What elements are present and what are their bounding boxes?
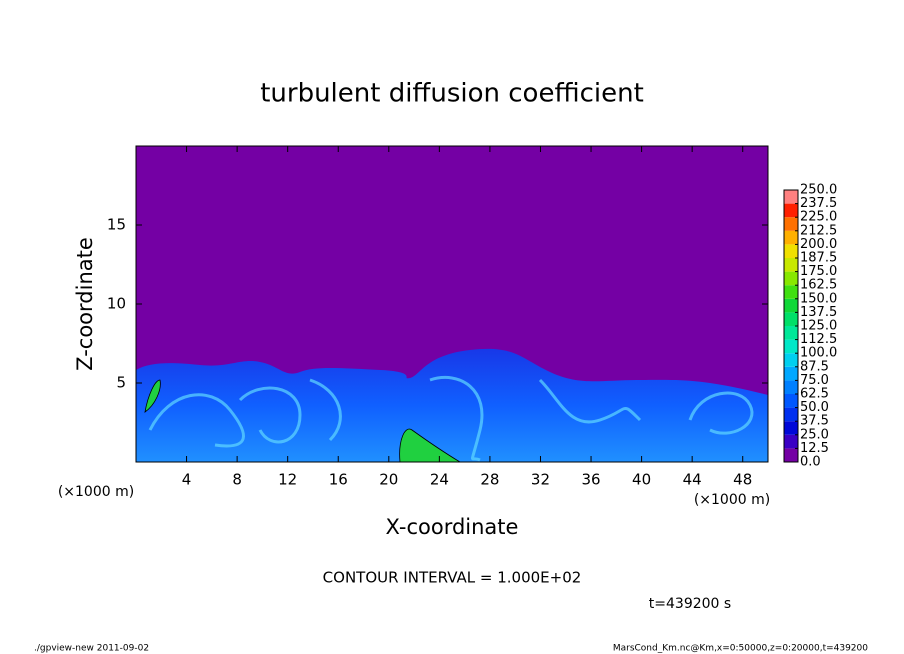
x-tick-label: 24 bbox=[430, 471, 449, 489]
x-tick-label: 12 bbox=[278, 471, 297, 489]
colorbar-band bbox=[784, 271, 798, 286]
y-unit: (×1000 m) bbox=[58, 484, 134, 500]
footer-left: ./gpview-new 2011-09-02 bbox=[34, 644, 149, 654]
colorbar-label: 50.0 bbox=[800, 400, 829, 415]
x-tick-label: 20 bbox=[379, 471, 398, 489]
x-tick-label: 4 bbox=[182, 471, 192, 489]
colorbar-label: 137.5 bbox=[800, 305, 837, 320]
high-region bbox=[399, 428, 461, 462]
y-tick-label: 15 bbox=[107, 216, 126, 234]
swirls bbox=[148, 375, 754, 462]
colorbar-band bbox=[784, 380, 798, 394]
x-tick-label: 36 bbox=[581, 471, 600, 489]
colorbar-band bbox=[784, 366, 798, 381]
colorbar-band bbox=[784, 258, 798, 272]
colorbar-band bbox=[784, 394, 798, 408]
colorbar-label: 162.5 bbox=[800, 278, 837, 293]
colorbar-label: 12.5 bbox=[800, 441, 829, 456]
colorbar-band bbox=[784, 230, 798, 245]
colorbar-label: 112.5 bbox=[800, 332, 837, 347]
y-tick-label: 10 bbox=[107, 295, 126, 313]
colorbar-label: 87.5 bbox=[800, 359, 829, 374]
high-region bbox=[144, 379, 161, 413]
field-layer bbox=[136, 348, 768, 462]
colorbar-band bbox=[784, 298, 798, 313]
colorbar-label: 225.0 bbox=[800, 210, 837, 225]
colorbar-band bbox=[784, 353, 798, 367]
x-tick-label: 16 bbox=[329, 471, 348, 489]
colorbar-band bbox=[784, 217, 798, 231]
colorbar-label: 212.5 bbox=[800, 223, 837, 238]
colorbar-label: 37.5 bbox=[800, 414, 829, 429]
x-tick-label: 40 bbox=[632, 471, 651, 489]
colorbar-band bbox=[784, 190, 798, 204]
colorbar-label: 175.0 bbox=[800, 264, 837, 279]
colorbar-label: 125.0 bbox=[800, 319, 837, 334]
chart-title: turbulent diffusion coefficient bbox=[260, 79, 644, 109]
x-tick-label: 48 bbox=[733, 471, 752, 489]
colorbar-label: 62.5 bbox=[800, 387, 829, 402]
colorbar-band bbox=[784, 448, 798, 462]
colorbar-label: 25.0 bbox=[800, 427, 829, 442]
y-axis-label: Z-coordinate bbox=[73, 237, 97, 371]
x-axis-label: X-coordinate bbox=[386, 515, 519, 539]
contour-interval: CONTOUR INTERVAL = 1.000E+02 bbox=[323, 569, 582, 587]
time-label: t=439200 s bbox=[649, 596, 731, 612]
colorbar-label: 237.5 bbox=[800, 196, 837, 211]
x-tick-label: 28 bbox=[480, 471, 499, 489]
colorbar-band bbox=[784, 244, 798, 258]
colorbar-band bbox=[784, 421, 798, 435]
colorbar-label: 200.0 bbox=[800, 237, 837, 252]
x-tick-label: 32 bbox=[531, 471, 550, 489]
colorbar-label: 75.0 bbox=[800, 373, 829, 388]
y-tick-label: 5 bbox=[116, 374, 126, 392]
colorbar-label: 100.0 bbox=[800, 346, 837, 361]
colorbar-band bbox=[784, 407, 798, 422]
colorbar-band bbox=[784, 312, 798, 326]
colorbar-band bbox=[784, 434, 798, 449]
colorbar-band bbox=[784, 339, 798, 354]
colorbar-label: 150.0 bbox=[800, 291, 837, 306]
colorbar-band bbox=[784, 285, 798, 299]
colorbar-label: 187.5 bbox=[800, 251, 837, 266]
footer-right: MarsCond_Km.nc@Km,x=0:50000,z=0:20000,t=… bbox=[613, 644, 868, 654]
x-unit: (×1000 m) bbox=[694, 492, 770, 508]
colorbar-band bbox=[784, 326, 798, 340]
colorbar-band bbox=[784, 203, 798, 218]
x-tick-label: 8 bbox=[232, 471, 242, 489]
x-tick-label: 44 bbox=[683, 471, 702, 489]
colorbar-label: 250.0 bbox=[800, 183, 837, 198]
colorbar-label: 0.0 bbox=[800, 455, 821, 470]
